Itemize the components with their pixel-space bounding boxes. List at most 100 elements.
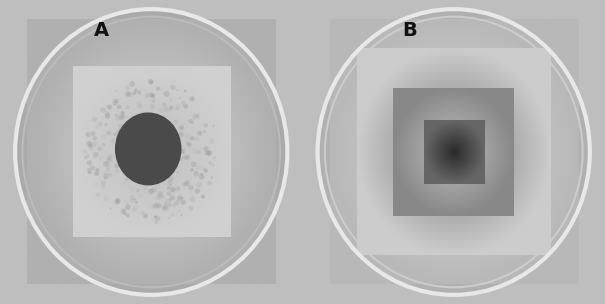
- Point: [103, 167, 113, 172]
- Point: [123, 213, 132, 218]
- Point: [93, 192, 103, 197]
- Point: [128, 157, 138, 162]
- Point: [165, 202, 174, 207]
- Point: [161, 201, 171, 206]
- Point: [148, 163, 158, 168]
- Point: [137, 136, 146, 141]
- Point: [127, 137, 137, 142]
- Point: [188, 118, 198, 123]
- Point: [101, 161, 111, 166]
- Point: [169, 202, 179, 207]
- Point: [191, 114, 200, 119]
- Point: [131, 200, 141, 205]
- Point: [165, 107, 175, 112]
- Point: [207, 175, 217, 180]
- Point: [152, 173, 162, 178]
- Point: [149, 99, 159, 104]
- Point: [131, 140, 141, 144]
- Point: [129, 120, 139, 125]
- Point: [88, 131, 98, 136]
- Point: [96, 122, 105, 126]
- Point: [117, 110, 126, 115]
- Point: [122, 177, 131, 182]
- Point: [93, 139, 102, 144]
- Point: [201, 146, 211, 151]
- Point: [187, 96, 197, 101]
- Point: [157, 148, 166, 153]
- Point: [106, 154, 116, 159]
- Point: [125, 155, 135, 160]
- Point: [145, 141, 155, 146]
- Point: [160, 206, 169, 211]
- Point: [117, 137, 127, 142]
- Point: [177, 213, 186, 218]
- Point: [102, 160, 112, 164]
- Point: [92, 168, 102, 173]
- Text: A: A: [94, 22, 109, 40]
- Point: [114, 130, 124, 135]
- Point: [146, 171, 155, 176]
- Point: [201, 147, 211, 151]
- Point: [83, 154, 93, 159]
- Point: [172, 143, 182, 148]
- Point: [102, 174, 111, 178]
- Point: [149, 175, 159, 180]
- Point: [145, 145, 155, 150]
- Point: [111, 89, 121, 94]
- Point: [148, 164, 158, 169]
- Point: [186, 185, 195, 190]
- Point: [114, 104, 124, 109]
- Point: [116, 128, 125, 133]
- Point: [198, 194, 208, 199]
- Point: [98, 108, 108, 112]
- Point: [122, 165, 132, 170]
- Point: [137, 211, 146, 216]
- Point: [159, 171, 168, 176]
- Point: [164, 191, 174, 196]
- Point: [155, 129, 165, 133]
- Point: [148, 104, 157, 109]
- Point: [105, 159, 114, 164]
- Point: [174, 209, 184, 214]
- Point: [131, 205, 141, 210]
- Point: [167, 131, 177, 136]
- Ellipse shape: [15, 9, 287, 295]
- Point: [143, 158, 152, 163]
- Point: [191, 171, 201, 176]
- Point: [166, 177, 175, 182]
- Point: [88, 133, 98, 137]
- Point: [128, 187, 137, 192]
- Point: [125, 142, 134, 147]
- Point: [129, 91, 139, 96]
- Point: [187, 168, 197, 172]
- Point: [111, 113, 121, 118]
- Point: [95, 146, 105, 151]
- Point: [161, 205, 171, 209]
- Point: [149, 188, 159, 192]
- Point: [119, 209, 129, 214]
- Point: [140, 214, 150, 219]
- Point: [166, 105, 176, 110]
- Point: [137, 154, 146, 159]
- Point: [165, 198, 175, 202]
- Point: [171, 120, 181, 125]
- Point: [174, 146, 184, 150]
- Point: [113, 116, 123, 121]
- Point: [180, 103, 190, 108]
- Point: [117, 145, 127, 150]
- Point: [147, 125, 157, 130]
- Point: [166, 97, 175, 102]
- Point: [123, 92, 132, 96]
- Point: [188, 97, 197, 102]
- Point: [126, 153, 136, 158]
- Point: [99, 142, 109, 147]
- Point: [137, 140, 146, 145]
- Point: [208, 139, 217, 144]
- Point: [90, 117, 100, 122]
- Point: [168, 131, 177, 136]
- Point: [185, 142, 194, 147]
- Point: [172, 106, 182, 111]
- Point: [204, 181, 214, 186]
- Point: [101, 122, 111, 127]
- Point: [175, 95, 185, 100]
